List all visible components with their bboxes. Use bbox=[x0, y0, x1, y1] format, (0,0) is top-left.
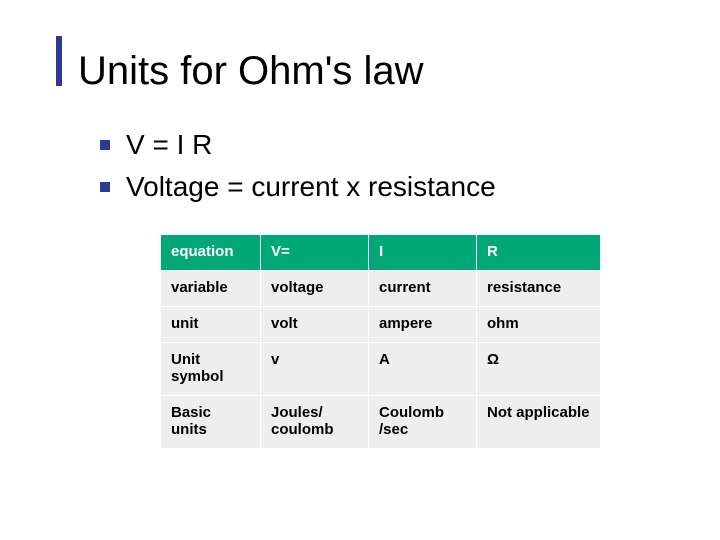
table-cell: ohm bbox=[477, 306, 601, 342]
bullet-text: Voltage = current x resistance bbox=[126, 168, 496, 206]
table-cell: Not applicable bbox=[477, 395, 601, 448]
column-header: equation bbox=[161, 234, 261, 270]
title-accent-bar bbox=[56, 36, 62, 86]
units-table: equation V= I R variable voltage current… bbox=[160, 234, 601, 449]
column-header: R bbox=[477, 234, 601, 270]
list-item: V = I R bbox=[100, 126, 680, 164]
table-cell: Ω bbox=[477, 342, 601, 395]
table-cell: A bbox=[369, 342, 477, 395]
table-cell: volt bbox=[261, 306, 369, 342]
table-row: Unit symbol v A Ω bbox=[161, 342, 601, 395]
slide: Units for Ohm's law V = I R Voltage = cu… bbox=[0, 0, 720, 540]
table-cell: current bbox=[369, 270, 477, 306]
table-row: variable voltage current resistance bbox=[161, 270, 601, 306]
bullet-list: V = I R Voltage = current x resistance bbox=[100, 126, 680, 206]
table-cell: variable bbox=[161, 270, 261, 306]
list-item: Voltage = current x resistance bbox=[100, 168, 680, 206]
table-cell: Coulomb /sec bbox=[369, 395, 477, 448]
units-table-wrap: equation V= I R variable voltage current… bbox=[160, 234, 680, 449]
table-row: Basic units Joules/ coulomb Coulomb /sec… bbox=[161, 395, 601, 448]
table-cell: Basic units bbox=[161, 395, 261, 448]
bullet-icon bbox=[100, 140, 110, 150]
column-header: V= bbox=[261, 234, 369, 270]
column-header: I bbox=[369, 234, 477, 270]
table-cell: Joules/ coulomb bbox=[261, 395, 369, 448]
table-cell: unit bbox=[161, 306, 261, 342]
page-title: Units for Ohm's law bbox=[78, 50, 424, 92]
table-cell: ampere bbox=[369, 306, 477, 342]
table-cell: Unit symbol bbox=[161, 342, 261, 395]
table-cell: v bbox=[261, 342, 369, 395]
table-header-row: equation V= I R bbox=[161, 234, 601, 270]
bullet-icon bbox=[100, 182, 110, 192]
table-cell: voltage bbox=[261, 270, 369, 306]
title-block: Units for Ohm's law bbox=[56, 36, 680, 92]
table-cell: resistance bbox=[477, 270, 601, 306]
table-row: unit volt ampere ohm bbox=[161, 306, 601, 342]
bullet-text: V = I R bbox=[126, 126, 212, 164]
